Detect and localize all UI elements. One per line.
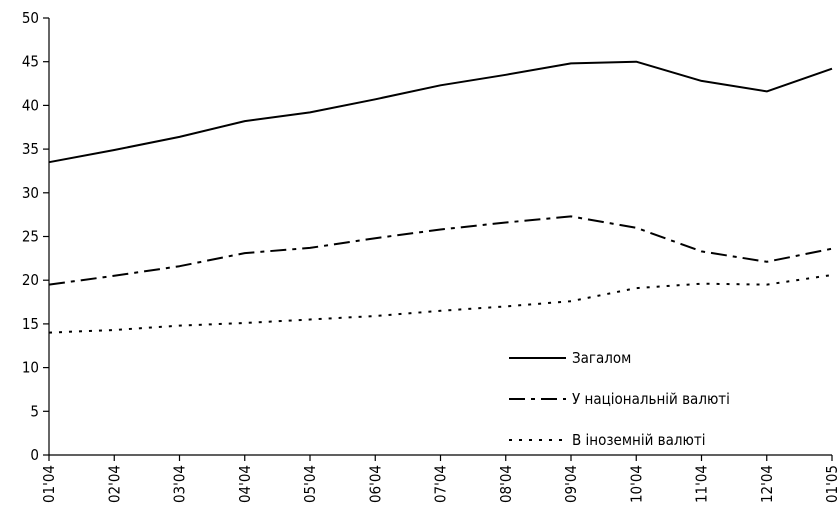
y-tick-label: 5: [30, 402, 39, 420]
y-tick-label: 50: [22, 9, 39, 27]
y-tick-label: 40: [22, 96, 39, 114]
x-tick-label: 04'04: [236, 465, 254, 503]
legend: Загалом У національній валюті В іноземній …: [509, 349, 730, 449]
x-tick-label: 09'04: [562, 465, 580, 503]
legend-label-3: В іноземній валюті: [572, 431, 705, 449]
y-tick-label: 25: [22, 228, 39, 246]
series-group: [48, 60, 833, 334]
y-tick-label: 15: [22, 315, 39, 333]
y-tick-label: 45: [22, 53, 39, 71]
legend-label-1: Загалом: [572, 349, 631, 367]
x-tick-label: 08'04: [497, 465, 515, 503]
x-tick-label: 01'05: [823, 465, 840, 503]
x-tick-label: 01'04: [40, 465, 58, 503]
x-tick-label: 10'04: [627, 465, 645, 503]
series-line-3: [48, 274, 833, 334]
series-line-2: [48, 215, 833, 286]
x-tick-label: 11'04: [693, 465, 711, 503]
x-axis: 01'04 02'04 03'04 04'04 05'04 06'04 07'04 08'04…: [40, 454, 840, 503]
x-tick-label: 07'04: [432, 465, 450, 503]
x-tick-label: 05'04: [301, 465, 319, 503]
y-tick-label: 0: [30, 446, 39, 464]
series-line-1: [48, 60, 833, 164]
y-tick-label: 10: [22, 359, 39, 377]
y-axis: 0 5 10 15 20 25 30 35 40 45 50: [22, 9, 50, 464]
x-tick-label: 06'04: [366, 465, 384, 503]
y-tick-label: 20: [22, 271, 39, 289]
x-tick-label: 02'04: [105, 465, 123, 503]
y-tick-label: 35: [22, 140, 39, 158]
legend-label-2: У національній валюті: [572, 390, 730, 408]
y-tick-label: 30: [22, 184, 39, 202]
x-tick-label: 12'04: [758, 465, 776, 503]
x-tick-label: 03'04: [171, 465, 189, 503]
